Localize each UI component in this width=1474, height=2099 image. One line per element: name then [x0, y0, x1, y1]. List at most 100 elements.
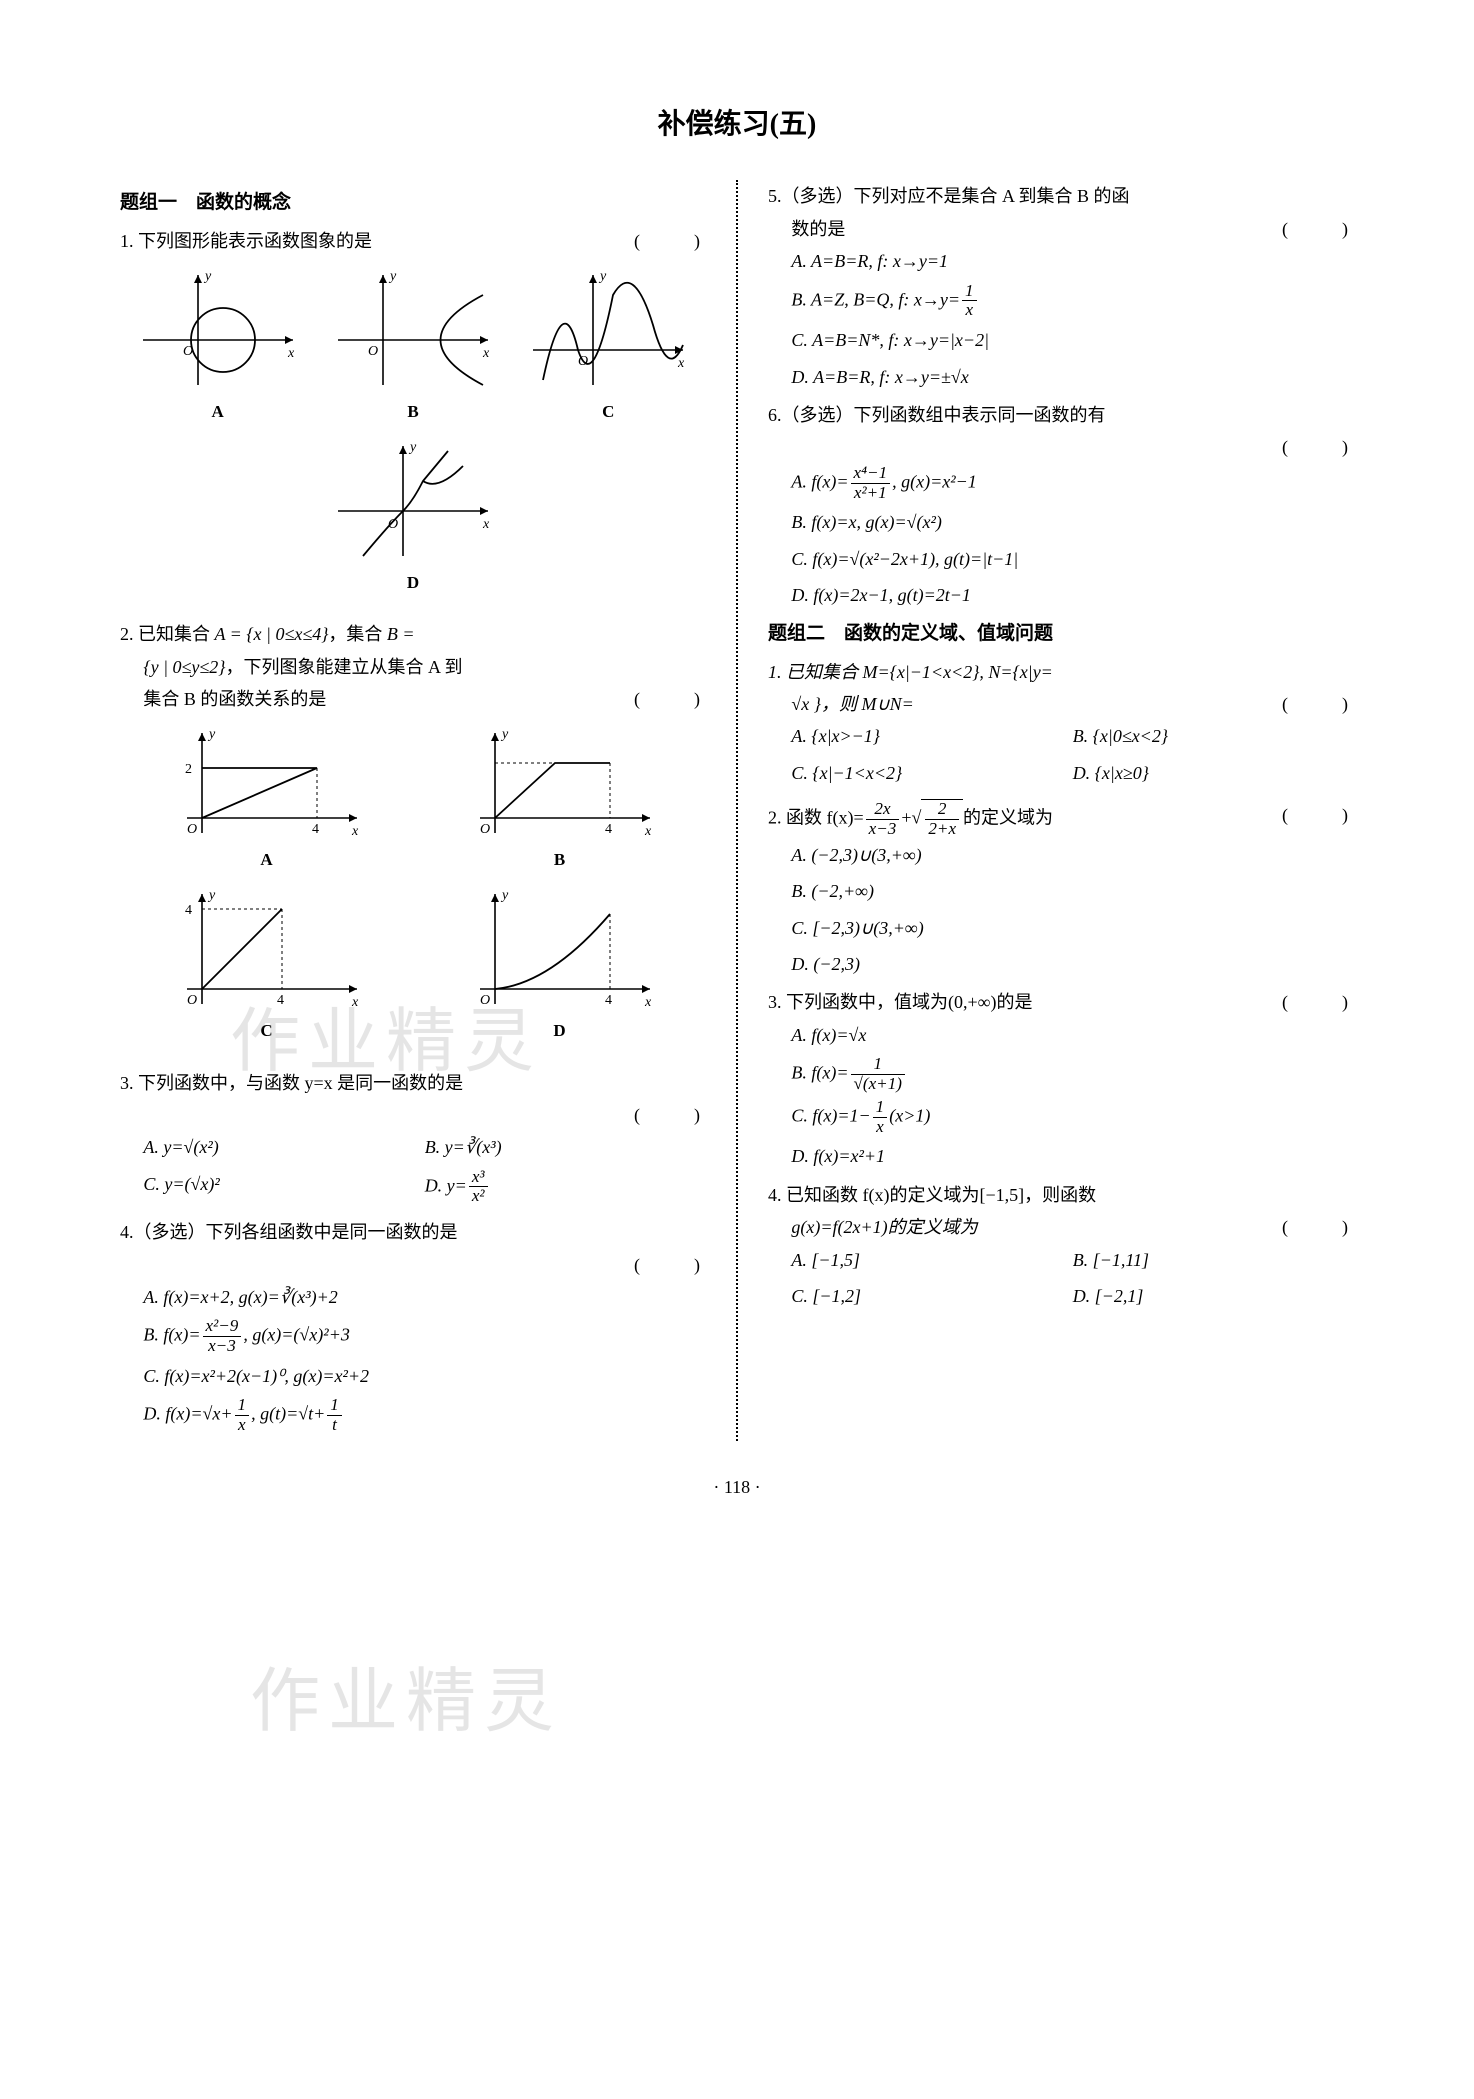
q1-label-c: C: [523, 397, 693, 428]
q1-graph-d: O x y D: [328, 436, 498, 599]
q3-b: B. y=∛(x³): [425, 1137, 502, 1157]
q2-line1: 2. 已知集合 A = {x | 0≤x≤4}，集合 B =: [120, 618, 706, 650]
q2-graph-c: O 4 4 x y C: [167, 884, 367, 1047]
q1-graph-c: O x y C: [523, 265, 693, 428]
section2-title: 题组二 函数的定义域、值域问题: [768, 617, 1354, 651]
q5-b-num: 1: [962, 282, 977, 302]
q4-b-tail: , g(x)=(√x)²+3: [243, 1325, 350, 1345]
r1-options: A. {x|x>−1} B. {x|0≤x<2} C. {x|−1<x<2} D…: [768, 720, 1354, 793]
r3-c-num: 1: [873, 1098, 888, 1118]
q5-opt-b: B. A=Z, B=Q, f: x→y=1x: [768, 282, 1354, 321]
r3-b-num: 1: [851, 1055, 905, 1075]
r1: 1. 已知集合 M={x|−1<x<2}, N={x|y= √x }，则 M∪N…: [768, 656, 1354, 794]
svg-text:O: O: [480, 822, 490, 837]
r4-paren: ( ): [1282, 1211, 1354, 1243]
q4-c: C. f(x)=x²+2(x−1)⁰, g(x)=x²+2: [143, 1366, 369, 1386]
svg-text:x: x: [351, 824, 359, 839]
q6-opt-b: B. f(x)=x, g(x)=√(x²): [768, 506, 1354, 538]
r1-c: C. {x|−1<x<2}: [791, 763, 902, 783]
q6-paren-row: ( ): [768, 431, 1354, 463]
q2-t2: ，集合: [328, 624, 387, 644]
q4-b-den: x−3: [203, 1337, 242, 1356]
q2-paren: ( ): [634, 683, 706, 715]
q2-label-a: A: [167, 845, 367, 876]
q4-opt-d: D. f(x)=√x+1x, g(t)=√t+1t: [120, 1396, 706, 1435]
r1-stem: 1. 已知集合 M={x|−1<x<2}, N={x|y=: [768, 662, 1053, 682]
r3-a: A. f(x)=√x: [791, 1025, 866, 1045]
r1-opt-d: D. {x|x≥0}: [1073, 757, 1354, 789]
q1-label-a: A: [133, 397, 303, 428]
q5-stem: 5.（多选）下列对应不是集合 A 到集合 B 的函: [768, 186, 1130, 206]
r4-line2: g(x)=f(2x+1)的定义域为 ( ): [768, 1211, 1354, 1243]
r3-opt-d: D. f(x)=x²+1: [768, 1140, 1354, 1172]
q5: 5.（多选）下列对应不是集合 A 到集合 B 的函 数的是 ( ) A. A=B…: [768, 180, 1354, 393]
q2-graph-b: O 4 x y B: [460, 723, 660, 876]
left-column: 题组一 函数的概念 1. 下列图形能表示函数图象的是 ( ) O: [120, 180, 706, 1441]
q2-m1: A = {x | 0≤x≤4}: [215, 624, 329, 644]
q2-m2: B =: [387, 624, 415, 644]
q6-a-b: , g(x)=x²−1: [892, 471, 977, 491]
q6-a-a: A. f(x)=: [791, 471, 848, 491]
r3-options: A. f(x)=√x B. f(x)=1√(x+1) C. f(x)=1−1x(…: [768, 1019, 1354, 1173]
r2-paren: ( ): [1282, 799, 1354, 831]
q6-stem: 6.（多选）下列函数组中表示同一函数的有: [768, 405, 1106, 425]
svg-text:O: O: [480, 993, 490, 1008]
q4-paren: ( ): [634, 1249, 706, 1281]
q5-options: A. A=B=R, f: x→y=1 B. A=Z, B=Q, f: x→y=1…: [768, 245, 1354, 393]
q5-line2: 数的是 ( ): [768, 213, 1354, 245]
q6-c: C. f(x)=√(x²−2x+1), g(t)=|t−1|: [791, 549, 1018, 569]
r4-opt-d: D. [−2,1]: [1073, 1280, 1354, 1312]
r2-b: B. (−2,+∞): [791, 881, 874, 901]
svg-text:O: O: [368, 344, 378, 359]
svg-text:x: x: [644, 995, 652, 1010]
r2-a: A. (−2,3)∪(3,+∞): [791, 845, 921, 865]
svg-text:4: 4: [277, 993, 284, 1008]
q5-opt-a: A. A=B=R, f: x→y=1: [768, 245, 1354, 277]
r3-opt-b: B. f(x)=1√(x+1): [768, 1055, 1354, 1094]
svg-text:4: 4: [312, 822, 319, 837]
q3: 3. 下列函数中，与函数 y=x 是同一函数的是 ( ) A. y=√(x²) …: [120, 1067, 706, 1211]
r2-f2d: 2+x: [925, 820, 959, 839]
q1-label-b: B: [328, 397, 498, 428]
q3-d-num: x³: [469, 1168, 488, 1188]
r3-b-den: √(x+1): [851, 1075, 905, 1094]
content-columns: 题组一 函数的概念 1. 下列图形能表示函数图象的是 ( ) O: [120, 180, 1354, 1441]
r4-opt-a: A. [−1,5]: [791, 1244, 1072, 1276]
q3-d-den: x²: [469, 1187, 488, 1206]
r1-line2: √x }，则 M∪N= ( ): [768, 688, 1354, 720]
svg-text:y: y: [207, 888, 216, 903]
q4-b-label: B. f(x)=: [143, 1325, 200, 1345]
q1-graph-a: O x y A: [133, 265, 303, 428]
r2-c: C. [−2,3)∪(3,+∞): [791, 918, 923, 938]
q3-text: 3. 下列函数中，与函数 y=x 是同一函数的是: [120, 1067, 706, 1099]
r1-b: B. {x|0≤x<2}: [1073, 726, 1168, 746]
page-number: · 118 ·: [120, 1471, 1354, 1503]
r3-opt-c: C. f(x)=1−1x(x>1): [768, 1098, 1354, 1137]
q3-c: C. y=(√x)²: [143, 1174, 219, 1194]
q1-label-d: D: [328, 568, 498, 599]
q2-graph-a: O 2 4 x y A: [167, 723, 367, 876]
q2-line3: 集合 B 的函数关系的是 ( ): [120, 683, 706, 715]
q4-opt-c: C. f(x)=x²+2(x−1)⁰, g(x)=x²+2: [120, 1360, 706, 1392]
q1-stem: 1. 下列图形能表示函数图象的是: [120, 231, 372, 251]
r4-opt-b: B. [−1,11]: [1073, 1244, 1354, 1276]
q3-opt-a: A. y=√(x²): [143, 1131, 424, 1163]
r2-d: D. (−2,3): [791, 954, 860, 974]
q4-b-num: x²−9: [203, 1317, 242, 1337]
r2-opt-a: A. (−2,3)∪(3,+∞): [768, 839, 1354, 871]
svg-text:2: 2: [185, 762, 192, 777]
q4-text: 4.（多选）下列各组函数中是同一函数的是: [120, 1216, 706, 1248]
r3-opt-a: A. f(x)=√x: [768, 1019, 1354, 1051]
r1-d: D. {x|x≥0}: [1073, 763, 1149, 783]
r4-d: D. [−2,1]: [1073, 1286, 1144, 1306]
r1-opt-c: C. {x|−1<x<2}: [791, 757, 1072, 789]
r1-paren: ( ): [1282, 688, 1354, 720]
q6-opt-a: A. f(x)=x⁴−1x²+1, g(x)=x²−1: [768, 464, 1354, 503]
q4-d-n2: 1: [327, 1396, 342, 1416]
r2-opt-c: C. [−2,3)∪(3,+∞): [768, 912, 1354, 944]
r4-c: C. [−1,2]: [791, 1286, 861, 1306]
q5-c: C. A=B=N*, f: x→y=|x−2|: [791, 330, 989, 350]
q4-a: A. f(x)=x+2, g(x)=∛(x³)+2: [143, 1287, 337, 1307]
q3-d-label: D. y=: [425, 1175, 467, 1195]
q4-stem: 4.（多选）下列各组函数中是同一函数的是: [120, 1222, 458, 1242]
